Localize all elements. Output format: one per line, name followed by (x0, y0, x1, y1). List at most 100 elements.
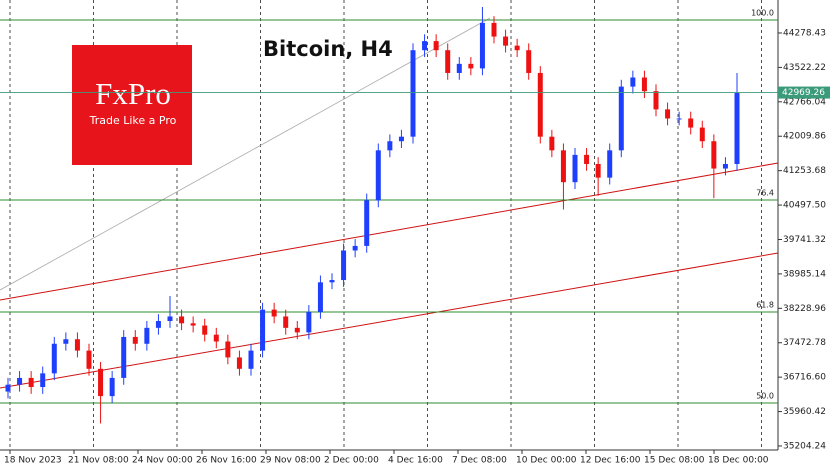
candle-body (665, 109, 671, 119)
fib-label: 76.4 (756, 188, 774, 197)
candle-body (676, 118, 682, 120)
candle-body (607, 150, 613, 178)
candle-body (433, 41, 439, 51)
candle-body (98, 368, 104, 397)
y-tick-label: 42766.04 (783, 97, 826, 107)
logo-brand: FxPro (95, 76, 171, 111)
candle-body (514, 45, 520, 51)
candle-body (132, 336, 138, 344)
candle-body (190, 323, 196, 326)
candle-body (17, 377, 23, 385)
x-tick-label: 10 Dec 00:00 (516, 456, 577, 466)
candle-body (445, 50, 451, 73)
candle-body (711, 141, 717, 169)
candle-body (549, 136, 555, 151)
y-tick-label: 38985.14 (783, 269, 826, 279)
candle-body (213, 334, 219, 342)
x-tick-label: 26 Nov 16:00 (196, 456, 257, 466)
x-tick-label: 12 Dec 16:00 (580, 456, 641, 466)
y-tick-label: 43522.22 (783, 63, 826, 73)
logo-tagline: Trade Like a Pro (89, 114, 177, 127)
candle-body (503, 36, 509, 46)
y-tick-label: 36716.60 (783, 373, 826, 383)
y-tick-label: 37472.78 (783, 338, 826, 348)
candle-body (398, 136, 404, 142)
x-tick-label: 15 Dec 08:00 (644, 456, 705, 466)
candle-body (40, 373, 46, 388)
candle-body (109, 377, 115, 397)
candle-body (422, 41, 428, 51)
candle-body (352, 245, 358, 251)
candle-body (410, 50, 416, 137)
candle-body (63, 339, 69, 344)
last-price-box (778, 86, 830, 99)
y-tick-label: 38228.96 (783, 304, 826, 314)
candle-body (225, 341, 231, 358)
x-tick-label: 4 Dec 16:00 (388, 456, 443, 466)
candle-body (456, 63, 462, 73)
x-tick-label: 18 Dec 00:00 (708, 456, 769, 466)
fib-label: 61.8 (756, 301, 774, 310)
candle-body (595, 163, 601, 178)
candle-body (236, 357, 242, 369)
candle-body (491, 22, 497, 37)
channel-line (0, 252, 779, 389)
x-tick-label: 2 Dec 00:00 (324, 456, 379, 466)
candle-body (560, 150, 566, 183)
candle-body (364, 200, 370, 246)
y-tick-label: 35204.24 (783, 441, 826, 451)
candle-body (155, 321, 161, 328)
candle-body (618, 86, 624, 151)
candle-body (572, 154, 578, 183)
candle-body (387, 141, 393, 151)
candle-body (341, 250, 347, 281)
candle-body (479, 22, 485, 69)
y-tick-label: 44278.43 (783, 28, 826, 38)
candle-body (641, 77, 647, 92)
candle-body (468, 63, 474, 69)
y-tick-label: 40497.50 (783, 201, 826, 211)
x-tick-label: 24 Nov 00:00 (132, 456, 193, 466)
y-tick-label: 42009.86 (783, 132, 826, 142)
candle-body (51, 343, 57, 374)
x-tick-label: 29 Nov 08:00 (260, 456, 321, 466)
candle-body (202, 325, 208, 335)
candle-body (537, 72, 543, 137)
fib-label: 100.0 (751, 8, 774, 17)
candle-body (317, 282, 323, 312)
y-tick-label: 35960.42 (783, 407, 826, 417)
candle-body (699, 127, 705, 142)
candle-body (121, 336, 127, 378)
candle-body (375, 150, 381, 201)
candle-body (526, 50, 532, 73)
candle-body (630, 77, 636, 87)
candle-body (306, 311, 312, 333)
candle-body (5, 384, 11, 392)
chart-title: Bitcoin, H4 (263, 37, 393, 61)
channel-line (0, 162, 779, 301)
logo (72, 45, 192, 165)
candle-body (248, 350, 254, 369)
candle-body (144, 327, 150, 344)
candle-body (734, 92, 740, 164)
candle-body (74, 339, 80, 351)
candle-body (271, 309, 277, 317)
x-tick-label: 7 Dec 08:00 (452, 456, 507, 466)
candle-body (294, 327, 300, 333)
candle-body (329, 280, 335, 283)
candle-body (28, 377, 34, 388)
candle-body (179, 316, 185, 324)
candle-body (584, 154, 590, 164)
x-tick-label: 18 Nov 2023 (4, 456, 62, 466)
candle-body (653, 91, 659, 110)
candle-body (688, 118, 694, 128)
fib-trend-line (0, 17, 491, 291)
candle-body (260, 309, 266, 351)
candle-body (167, 316, 173, 322)
candle-body (722, 163, 728, 169)
y-tick-label: 41253.68 (783, 166, 826, 176)
fib-label: 50.0 (756, 391, 774, 400)
candle-body (283, 316, 289, 328)
last-price-label: 42969.26 (782, 88, 825, 98)
